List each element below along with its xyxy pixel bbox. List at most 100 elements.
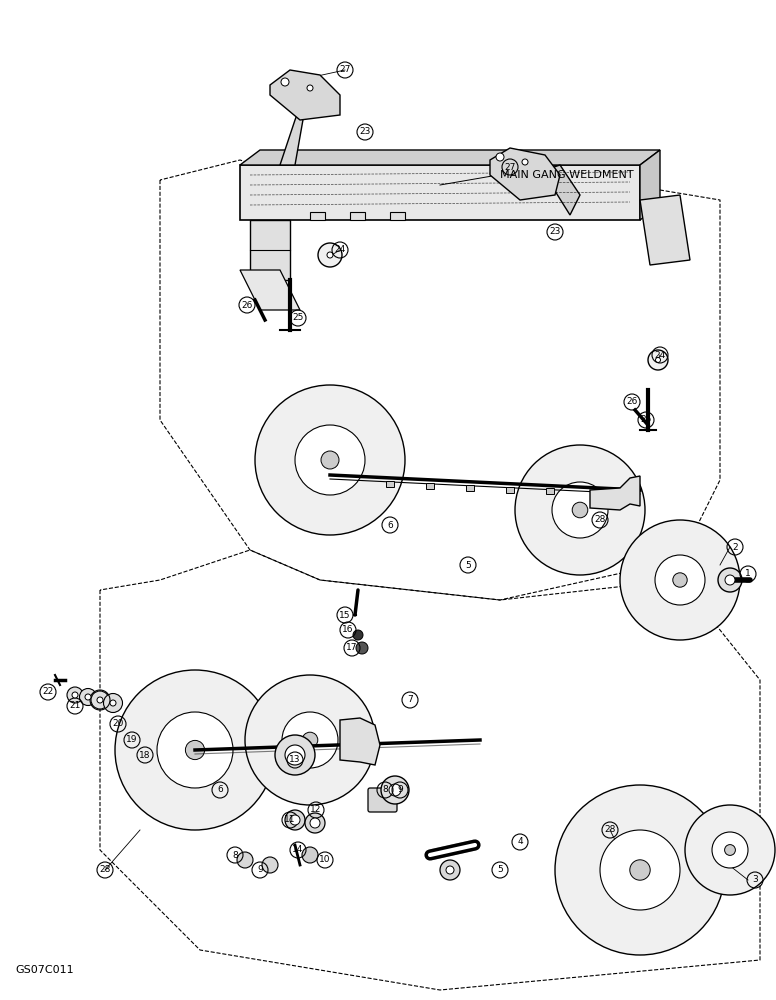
Text: 3: 3 [752,876,758,884]
Circle shape [656,358,660,362]
Circle shape [67,687,83,703]
Circle shape [446,866,454,874]
Circle shape [381,776,409,804]
Circle shape [103,694,123,712]
Circle shape [356,642,368,654]
Circle shape [302,732,318,748]
Bar [546,488,554,494]
Circle shape [673,573,688,587]
Circle shape [496,153,504,161]
Bar [350,212,365,220]
Text: 19: 19 [126,736,138,744]
Circle shape [555,785,725,955]
Circle shape [110,700,116,706]
Text: 16: 16 [342,626,354,635]
Circle shape [185,740,205,760]
Circle shape [600,830,680,910]
Circle shape [85,694,91,700]
Text: 25: 25 [640,416,652,424]
Circle shape [281,78,289,86]
Circle shape [648,350,668,370]
Text: 25: 25 [293,314,303,322]
Circle shape [79,688,96,706]
Circle shape [630,860,650,880]
Circle shape [318,243,342,267]
Circle shape [718,568,742,592]
Text: 5: 5 [497,865,503,874]
Text: 20: 20 [113,720,123,728]
Circle shape [572,502,587,518]
Polygon shape [640,195,690,265]
Polygon shape [530,165,580,215]
Circle shape [237,852,253,868]
Circle shape [389,784,401,796]
Text: 28: 28 [605,826,615,834]
FancyBboxPatch shape [368,788,397,812]
Circle shape [725,845,736,855]
Circle shape [295,425,365,495]
Circle shape [285,745,305,765]
Polygon shape [510,165,545,175]
Text: MAIN GANG WELDMENT: MAIN GANG WELDMENT [500,170,634,180]
Circle shape [290,815,300,825]
Text: 18: 18 [139,750,151,760]
Text: 28: 28 [594,516,606,524]
Circle shape [255,385,405,535]
Text: 8: 8 [382,786,388,794]
Text: 24: 24 [334,245,345,254]
Text: 22: 22 [43,688,54,696]
Circle shape [655,555,705,605]
Bar [390,212,405,220]
Text: 6: 6 [217,786,223,794]
Polygon shape [640,150,660,220]
Circle shape [97,697,103,703]
Circle shape [353,630,363,640]
Polygon shape [240,150,660,165]
Text: 4: 4 [517,838,523,846]
Text: 27: 27 [339,66,351,75]
Bar [310,212,325,220]
Text: 1: 1 [745,570,751,578]
Circle shape [440,860,460,880]
Polygon shape [590,476,640,510]
Circle shape [305,813,325,833]
Circle shape [310,818,320,828]
Circle shape [321,451,339,469]
Circle shape [302,847,318,863]
Polygon shape [270,70,340,120]
Bar [426,483,434,489]
Text: 23: 23 [549,228,561,236]
Text: 2: 2 [733,542,738,552]
Circle shape [712,832,748,868]
Circle shape [522,159,528,165]
Text: 27: 27 [504,162,516,172]
Circle shape [725,575,735,585]
Polygon shape [280,80,310,165]
Circle shape [262,857,278,873]
Text: 26: 26 [241,300,253,310]
Text: 17: 17 [346,644,358,652]
Circle shape [552,482,608,538]
Text: GS07C011: GS07C011 [15,965,74,975]
Text: 7: 7 [407,696,413,704]
Text: 21: 21 [69,702,81,710]
Circle shape [282,712,338,768]
Circle shape [157,712,233,788]
Circle shape [515,445,645,575]
Text: 13: 13 [289,756,301,764]
Circle shape [91,691,109,709]
Circle shape [307,85,313,91]
FancyBboxPatch shape [240,165,640,220]
Text: 24: 24 [654,351,666,360]
Text: 12: 12 [310,806,322,814]
Circle shape [285,810,305,830]
Text: 28: 28 [99,865,111,874]
Bar [386,481,394,487]
Polygon shape [490,148,560,200]
Circle shape [327,252,333,258]
Circle shape [620,520,740,640]
Polygon shape [340,718,380,765]
Circle shape [115,670,275,830]
Text: 26: 26 [626,397,638,406]
Text: 14: 14 [293,846,303,854]
